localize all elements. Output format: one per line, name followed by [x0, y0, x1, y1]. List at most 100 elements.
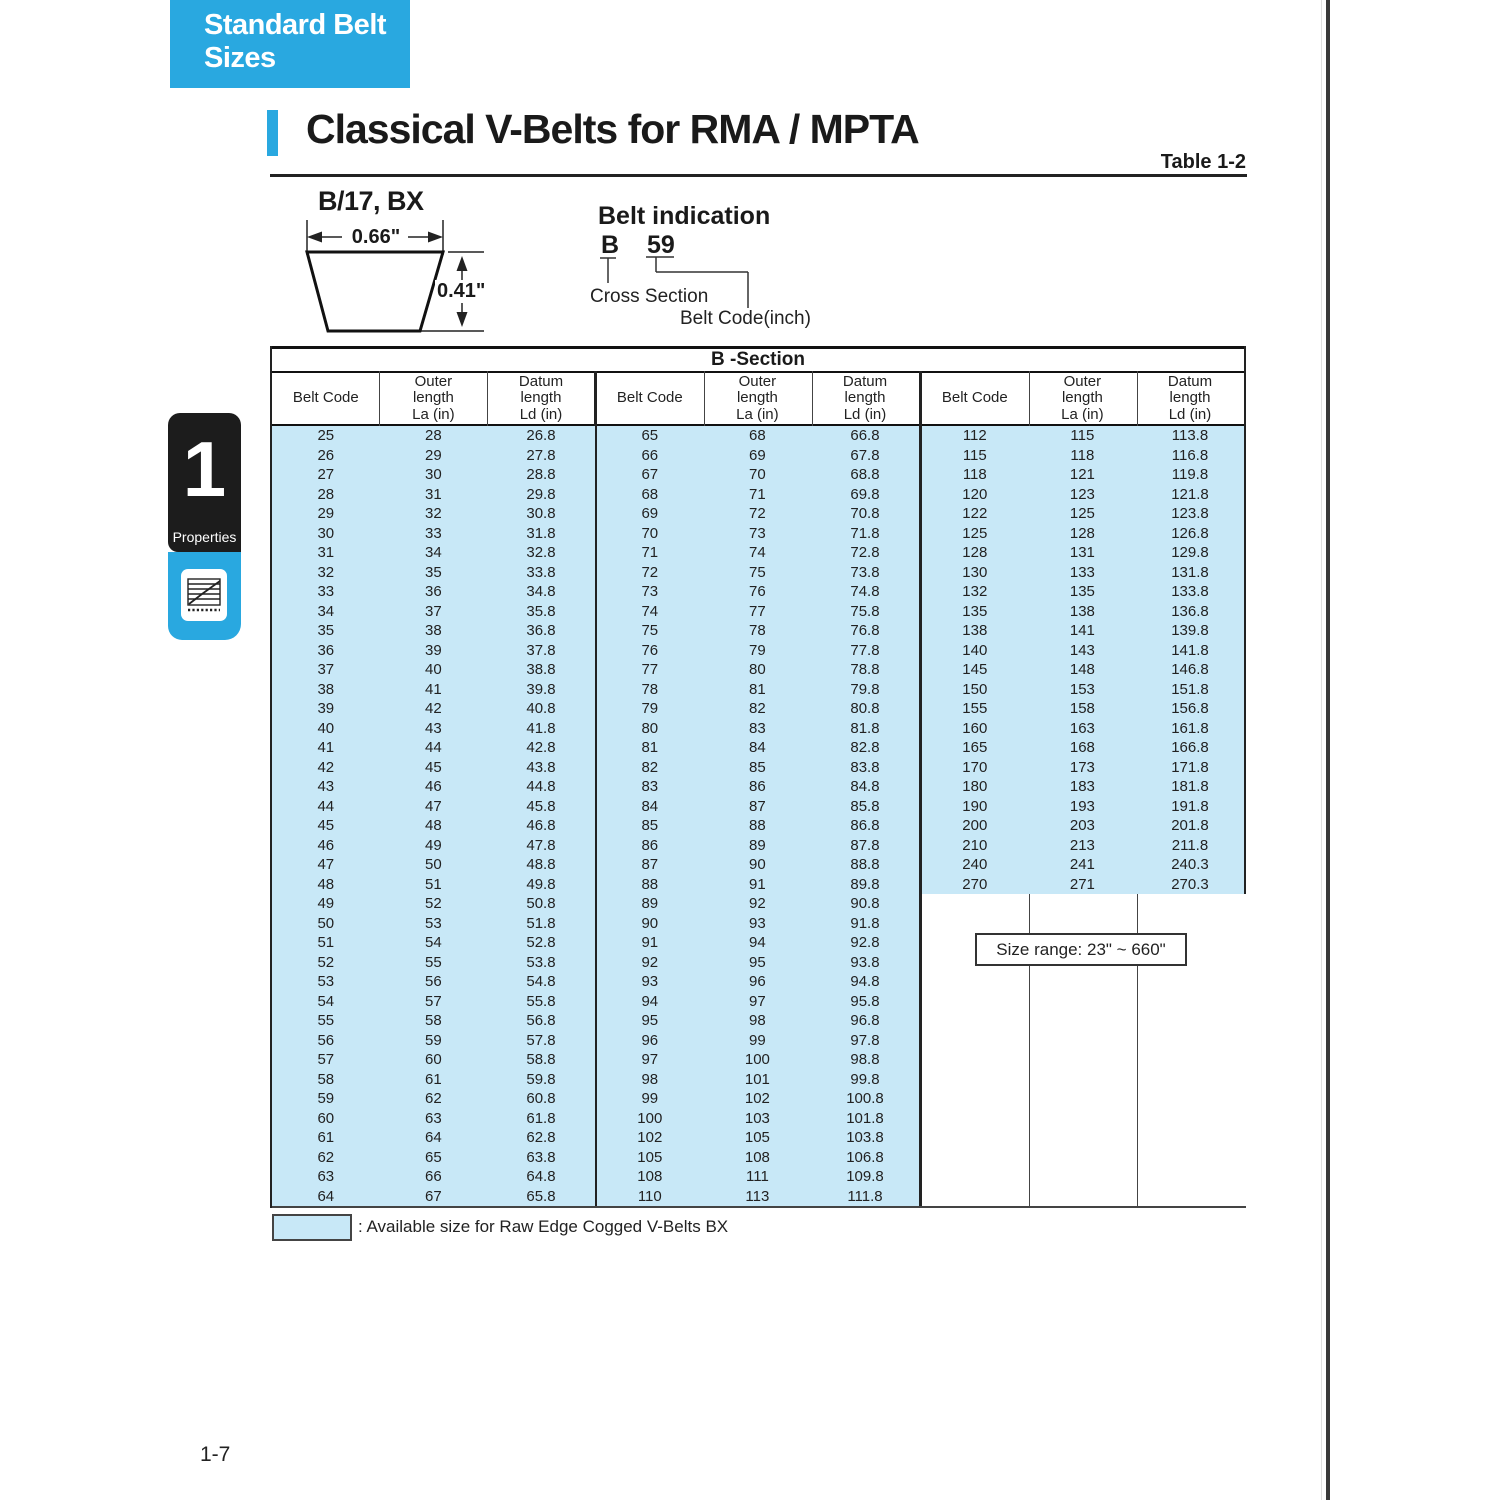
table-cell: 67	[641, 466, 659, 484]
column-header: Belt Code	[616, 389, 683, 407]
table-cell: 29	[425, 446, 442, 464]
table-cell: 70	[641, 524, 659, 542]
table-row: 82 85 83.8	[596, 758, 919, 778]
table-cell: 46	[317, 836, 335, 854]
table-cell: 33	[317, 583, 335, 601]
table-rule	[270, 371, 1246, 373]
table-cell: 96	[749, 973, 766, 991]
table-cell: 82	[749, 700, 766, 718]
table-cell: 91.8	[850, 914, 880, 932]
table-cell: 69.8	[850, 485, 880, 503]
table-row: 115 118 116.8	[921, 446, 1244, 466]
column-header: Outer length La (in)	[736, 372, 779, 423]
belt-length-chart-icon	[181, 569, 227, 621]
table-cell: 131.8	[1171, 563, 1209, 581]
table-row: 51 54 52.8	[272, 933, 595, 953]
table-row: 27 30 28.8	[272, 465, 595, 485]
table-row: 76 79 77.8	[596, 641, 919, 661]
belt-height-dimension: 0.41"	[435, 280, 488, 303]
table-cell: 41.8	[526, 719, 556, 737]
table-cell: 103.8	[846, 1129, 884, 1147]
table-section-title: B -Section	[711, 349, 805, 370]
table-row: 36 39 37.8	[272, 641, 595, 661]
belt-size-table: B -Section Belt Code Outer length La (in) Da…	[270, 346, 1246, 1208]
table-cell: 28	[425, 427, 442, 445]
table-row: 32 35 33.8	[272, 563, 595, 583]
table-cell: 62.8	[526, 1129, 556, 1147]
table-cell: 92	[641, 953, 659, 971]
table-row: 60 63 61.8	[272, 1109, 595, 1129]
chapter-label: Properties	[172, 529, 237, 545]
table-cell: 80	[641, 719, 659, 737]
table-row: 47 50 48.8	[272, 855, 595, 875]
table-cell: 56	[317, 1031, 335, 1049]
table-cell: 119.8	[1171, 466, 1209, 484]
table-cell: 67.8	[850, 446, 880, 464]
table-row: 145 148 146.8	[921, 660, 1244, 680]
table-row: 59 62 60.8	[272, 1089, 595, 1109]
table-row: 80 83 81.8	[596, 719, 919, 739]
table-cell: 77	[641, 661, 659, 679]
table-cell: 45	[317, 817, 335, 835]
table-cell: 31	[317, 544, 335, 562]
table-row: 96 99 97.8	[596, 1031, 919, 1051]
table-row: 77 80 78.8	[596, 660, 919, 680]
table-cell: 85.8	[850, 797, 880, 815]
table-cell: 33.8	[526, 563, 556, 581]
table-row: 68 71 69.8	[596, 485, 919, 505]
table-cell: 100	[744, 1051, 770, 1069]
belt-code-label: Belt Code(inch)	[680, 308, 811, 329]
table-cell: 133	[1069, 563, 1095, 581]
table-cell: 34	[317, 602, 335, 620]
table-cell: 51	[317, 934, 335, 952]
belt-indication-title: Belt indication	[598, 202, 771, 230]
table-row: 34 37 35.8	[272, 602, 595, 622]
table-cell: 113.8	[1171, 427, 1209, 445]
table-cell: 55.8	[526, 992, 556, 1010]
table-row: 135 138 136.8	[921, 602, 1244, 622]
table-cell: 54	[317, 992, 335, 1010]
table-row: 140 143 141.8	[921, 641, 1244, 661]
table-cell: 42	[317, 758, 335, 776]
table-cell: 58	[317, 1070, 335, 1088]
table-row: 155 158 156.8	[921, 699, 1244, 719]
table-row: 44 47 45.8	[272, 797, 595, 817]
table-cell: 35.8	[526, 602, 556, 620]
table-cell: 94	[749, 934, 766, 952]
table-cell: 84	[641, 797, 659, 815]
table-rule	[594, 371, 597, 1206]
table-cell: 40.8	[526, 700, 556, 718]
belt-cross-section-diagram	[305, 220, 484, 333]
table-row: 170 173 171.8	[921, 758, 1244, 778]
table-cell: 65	[641, 427, 659, 445]
table-row: 45 48 46.8	[272, 816, 595, 836]
table-cell: 82.8	[850, 739, 880, 757]
table-cell: 73.8	[850, 563, 880, 581]
table-cell: 150	[962, 680, 988, 698]
column-header: Belt Code	[292, 389, 359, 407]
table-rows-group: 112 115 113.8 115 118 116.8 118 121 119.8 120 123 1…	[921, 426, 1244, 894]
table-cell: 34.8	[526, 583, 556, 601]
table-row: 165 168 166.8	[921, 738, 1244, 758]
table-row: 112 115 113.8	[921, 426, 1244, 446]
table-row: 130 133 131.8	[921, 563, 1244, 583]
table-cell: 66	[425, 1168, 442, 1186]
legend-highlight-swatch	[272, 1214, 352, 1241]
table-cell: 80	[749, 661, 766, 679]
table-cell: 61	[425, 1070, 442, 1088]
table-row: 25 28 26.8	[272, 426, 595, 446]
table-cell: 38	[425, 622, 442, 640]
table-cell: 62	[317, 1148, 335, 1166]
table-cell: 70.8	[850, 505, 880, 523]
table-cell: 60	[425, 1051, 442, 1069]
table-cell: 83	[641, 778, 659, 796]
table-cell: 43	[425, 719, 442, 737]
table-row: 37 40 38.8	[272, 660, 595, 680]
table-cell: 138	[962, 622, 988, 640]
table-cell: 151.8	[1171, 680, 1209, 698]
table-row: 35 38 36.8	[272, 621, 595, 641]
table-cell: 72	[641, 563, 659, 581]
table-cell: 163	[1069, 719, 1095, 737]
table-cell: 76.8	[850, 622, 880, 640]
table-row: 210 213 211.8	[921, 836, 1244, 856]
